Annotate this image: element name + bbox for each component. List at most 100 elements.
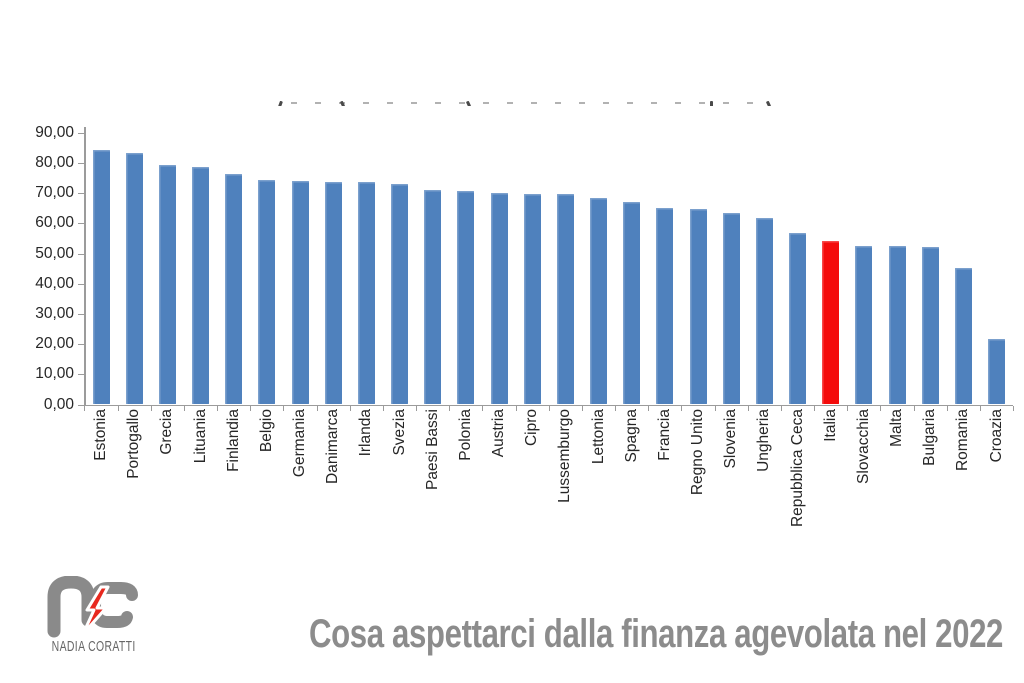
x-label-austria: Austria	[490, 409, 508, 458]
bar-danimarca	[324, 181, 342, 405]
y-axis-tick	[78, 132, 84, 134]
x-axis-tick	[84, 405, 86, 411]
x-axis-tick	[150, 405, 152, 411]
bar-slovacchia	[855, 245, 873, 405]
bar-finlandia	[225, 173, 243, 405]
bar-paesi-bassi	[424, 190, 442, 405]
x-axis-tick	[117, 405, 119, 411]
x-axis-tick	[946, 405, 948, 411]
x-label-repubblica-ceca: Repubblica Ceca	[788, 409, 806, 528]
x-axis-tick	[581, 405, 583, 411]
x-label-paesi-bassi: Paesi Bassi	[423, 409, 441, 490]
bar-romania	[954, 267, 972, 405]
bar-irlanda	[357, 182, 375, 405]
x-axis-tick	[382, 405, 384, 411]
x-label-cipro: Cipro	[523, 409, 541, 447]
bar-slovenia	[722, 212, 740, 405]
bar-lussemburgo	[556, 194, 574, 405]
y-axis-tick	[78, 253, 84, 255]
x-label-finlandia: Finlandia	[224, 409, 242, 472]
x-label-slovenia: Slovenia	[722, 409, 740, 469]
y-axis-tick	[78, 162, 84, 164]
x-axis-tick	[183, 405, 185, 411]
x-label-croazia: Croazia	[987, 409, 1005, 463]
x-axis-tick	[250, 405, 252, 411]
x-axis-tick	[780, 405, 782, 411]
x-label-portogallo: Portogallo	[125, 409, 143, 479]
bar-svezia	[391, 184, 409, 405]
bar-francia	[656, 207, 674, 405]
bar-bulgaria	[921, 247, 939, 405]
y-tick-label: 50,00	[35, 244, 74, 262]
logo-name: NADIA CORATTI	[51, 639, 136, 655]
y-tick-label: 80,00	[35, 153, 74, 171]
logo-letter-n	[47, 576, 95, 638]
x-label-regno-unito: Regno Unito	[689, 409, 707, 496]
x-label-spagna: Spagna	[622, 409, 640, 463]
y-tick-label: 30,00	[35, 304, 74, 322]
bar-croazia	[988, 338, 1006, 405]
x-axis-tick	[648, 405, 650, 411]
x-axis-tick	[548, 405, 550, 411]
x-axis-tick	[349, 405, 351, 411]
y-axis-tick	[78, 283, 84, 285]
x-axis-tick	[1013, 405, 1015, 411]
y-tick-label: 60,00	[35, 214, 74, 232]
nadia-coratti-logo	[47, 576, 138, 638]
x-axis-tick	[913, 405, 915, 411]
x-axis-tick	[416, 405, 418, 411]
bar-ungheria	[755, 218, 773, 405]
bar-polonia	[457, 191, 475, 405]
bar-belgio	[258, 179, 276, 405]
x-axis-tick	[814, 405, 816, 411]
y-tick-label: 10,00	[35, 365, 74, 383]
bar-portogallo	[125, 152, 143, 405]
footer-caption: Cosa aspettarci dalla finanza agevolata …	[309, 612, 1003, 656]
x-label-italia: Italia	[821, 409, 839, 442]
bar-repubblica-ceca	[789, 232, 807, 405]
x-axis-tick	[847, 405, 849, 411]
bar-germania	[291, 181, 309, 405]
x-label-svezia: Svezia	[390, 409, 408, 456]
y-axis-tick	[78, 313, 84, 315]
x-label-francia: Francia	[655, 409, 673, 461]
x-axis-line	[84, 404, 1013, 406]
lightning-bolt-icon	[81, 585, 110, 636]
bar-lituania	[192, 166, 209, 405]
x-axis-tick	[880, 405, 882, 411]
y-axis-tick	[78, 223, 84, 225]
bar-austria	[490, 192, 508, 405]
bar-estonia	[92, 149, 110, 405]
y-tick-label: 0,00	[43, 395, 74, 413]
x-label-danimarca: Danimarca	[324, 409, 342, 484]
y-tick-label: 90,00	[35, 123, 74, 141]
y-axis-tick	[78, 374, 84, 376]
bar-malta	[888, 246, 906, 405]
bar-italia	[822, 241, 840, 405]
x-axis-tick	[482, 405, 484, 411]
bar-lettonia	[590, 197, 608, 405]
y-tick-label: 40,00	[35, 274, 74, 292]
x-label-germania: Germania	[291, 409, 309, 478]
x-axis-tick	[615, 405, 617, 411]
bar-grecia	[158, 164, 176, 405]
cropped-title-dashes	[291, 102, 755, 104]
x-label-belgio: Belgio	[257, 409, 275, 453]
x-axis-tick	[747, 405, 749, 411]
y-tick-label: 20,00	[35, 335, 74, 353]
x-axis-tick	[714, 405, 716, 411]
y-axis-tick	[78, 404, 84, 406]
x-label-irlanda: Irlanda	[357, 409, 375, 457]
x-label-malta: Malta	[888, 409, 906, 447]
x-axis-tick	[681, 405, 683, 411]
y-axis-tick	[78, 344, 84, 346]
x-label-estonia: Estonia	[92, 409, 109, 461]
x-label-slovacchia: Slovacchia	[854, 409, 872, 484]
x-axis-tick	[316, 405, 318, 411]
x-axis-tick	[283, 405, 285, 411]
x-label-bulgaria: Bulgaria	[921, 409, 939, 466]
x-label-polonia: Polonia	[456, 409, 474, 461]
bar-regno-unito	[689, 209, 707, 405]
x-label-lussemburgo: Lussemburgo	[556, 409, 574, 503]
